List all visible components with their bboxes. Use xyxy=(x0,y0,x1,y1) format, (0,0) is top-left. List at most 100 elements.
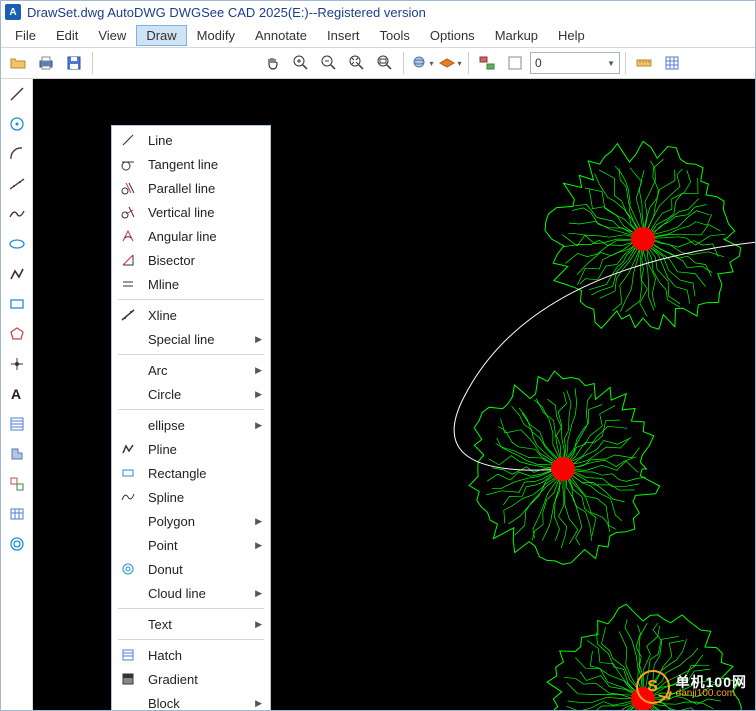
rectangle-tool[interactable] xyxy=(6,293,28,315)
xline-tool[interactable] xyxy=(6,173,28,195)
arc-tool[interactable] xyxy=(6,143,28,165)
app-logo-icon: A xyxy=(5,4,21,20)
blank-icon xyxy=(118,535,138,555)
menu-item-pline[interactable]: Pline xyxy=(112,437,270,461)
menu-item-label: Block xyxy=(148,696,180,711)
spline-tool[interactable] xyxy=(6,203,28,225)
menu-item-special-line[interactable]: Special line ▶ xyxy=(112,327,270,351)
menu-tools[interactable]: Tools xyxy=(370,25,420,46)
menu-item-spline[interactable]: Spline xyxy=(112,485,270,509)
menu-separator xyxy=(118,299,264,300)
pan-button[interactable] xyxy=(260,50,286,76)
blank-icon xyxy=(118,511,138,531)
layer-field[interactable]: 0 ▼ xyxy=(530,52,620,74)
menu-item-label: Cloud line xyxy=(148,586,206,601)
tangent-icon xyxy=(118,154,138,174)
point-tool[interactable] xyxy=(6,353,28,375)
print-button[interactable] xyxy=(33,50,59,76)
properties-button[interactable] xyxy=(474,50,500,76)
ellipse-tool[interactable] xyxy=(6,233,28,255)
blank-icon xyxy=(118,614,138,634)
pline-tool[interactable] xyxy=(6,263,28,285)
menu-item-parallel-line[interactable]: Parallel line xyxy=(112,176,270,200)
layer-toggle-button[interactable]: ▾ xyxy=(437,50,463,76)
menu-item-line[interactable]: Line xyxy=(112,128,270,152)
menu-view[interactable]: View xyxy=(88,25,136,46)
menu-item-bisector[interactable]: Bisector xyxy=(112,248,270,272)
menu-file[interactable]: File xyxy=(5,25,46,46)
zoom-extents-button[interactable] xyxy=(344,50,370,76)
block-tool[interactable] xyxy=(6,473,28,495)
menu-item-label: Angular line xyxy=(148,229,217,244)
menu-markup[interactable]: Markup xyxy=(485,25,548,46)
table-tool[interactable] xyxy=(6,503,28,525)
zoom-out-button[interactable] xyxy=(316,50,342,76)
grid-button[interactable] xyxy=(659,50,685,76)
menu-item-vertical-line[interactable]: Vertical line xyxy=(112,200,270,224)
menu-item-donut[interactable]: Donut xyxy=(112,557,270,581)
left-toolbar: A xyxy=(1,79,33,710)
blank-icon xyxy=(118,583,138,603)
submenu-arrow-icon: ▶ xyxy=(255,334,262,345)
blank-icon xyxy=(118,415,138,435)
menu-item-tangent-line[interactable]: Tangent line xyxy=(112,152,270,176)
menu-options[interactable]: Options xyxy=(420,25,485,46)
menu-separator xyxy=(118,354,264,355)
menu-separator xyxy=(118,608,264,609)
polygon-tool[interactable] xyxy=(6,323,28,345)
menu-item-label: Polygon xyxy=(148,514,195,529)
menu-item-label: Circle xyxy=(148,387,181,402)
menu-item-mline[interactable]: Mline xyxy=(112,272,270,296)
menu-item-label: Gradient xyxy=(148,672,198,687)
line-icon xyxy=(118,130,138,150)
pline-icon xyxy=(118,439,138,459)
menu-item-label: Text xyxy=(148,617,172,632)
zoom-in-button[interactable] xyxy=(288,50,314,76)
menu-edit[interactable]: Edit xyxy=(46,25,88,46)
open-button[interactable] xyxy=(5,50,31,76)
menu-item-text[interactable]: Text▶ xyxy=(112,612,270,636)
measure-button[interactable] xyxy=(631,50,657,76)
donut-tool[interactable] xyxy=(6,533,28,555)
menu-item-polygon[interactable]: Polygon ▶ xyxy=(112,509,270,533)
rect-icon xyxy=(118,463,138,483)
region-tool[interactable] xyxy=(6,443,28,465)
zoom-window-button[interactable] xyxy=(372,50,398,76)
save-button[interactable] xyxy=(61,50,87,76)
menu-item-circle[interactable]: Circle▶ xyxy=(112,382,270,406)
menu-insert[interactable]: Insert xyxy=(317,25,370,46)
menu-item-xline[interactable]: Xline xyxy=(112,303,270,327)
menu-item-label: Special line xyxy=(148,332,215,347)
color-picker-button[interactable] xyxy=(502,50,528,76)
circle-tool[interactable] xyxy=(6,113,28,135)
hatch-tool[interactable] xyxy=(6,413,28,435)
menu-item-label: Tangent line xyxy=(148,157,218,172)
menu-item-arc[interactable]: Arc▶ xyxy=(112,358,270,382)
text-tool[interactable]: A xyxy=(6,383,28,405)
menu-item-label: Xline xyxy=(148,308,177,323)
menu-item-ellipse[interactable]: ellipse▶ xyxy=(112,413,270,437)
menu-item-label: Mline xyxy=(148,277,179,292)
menu-draw[interactable]: Draw xyxy=(136,25,186,46)
menu-item-rectangle[interactable]: Rectangle xyxy=(112,461,270,485)
visual-style-button[interactable]: ▾ xyxy=(409,50,435,76)
vertical-icon xyxy=(118,202,138,222)
spline-icon xyxy=(118,487,138,507)
menu-item-block[interactable]: Block▶ xyxy=(112,691,270,710)
menu-separator xyxy=(118,639,264,640)
menu-item-label: Bisector xyxy=(148,253,195,268)
menu-item-point[interactable]: Point▶ xyxy=(112,533,270,557)
menu-help[interactable]: Help xyxy=(548,25,595,46)
menu-item-gradient[interactable]: Gradient xyxy=(112,667,270,691)
menu-item-cloud-line[interactable]: Cloud line▶ xyxy=(112,581,270,605)
menu-annotate[interactable]: Annotate xyxy=(245,25,317,46)
hatch-icon xyxy=(118,645,138,665)
xline-icon xyxy=(118,305,138,325)
line-tool[interactable] xyxy=(6,83,28,105)
menu-modify[interactable]: Modify xyxy=(187,25,245,46)
window-title: DrawSet.dwg AutoDWG DWGSee CAD 2025(E:)-… xyxy=(27,5,426,20)
submenu-arrow-icon: ▶ xyxy=(255,516,262,527)
menu-item-angular-line[interactable]: Angular line xyxy=(112,224,270,248)
menu-item-hatch[interactable]: Hatch xyxy=(112,643,270,667)
layer-field-value: 0 xyxy=(535,56,542,70)
